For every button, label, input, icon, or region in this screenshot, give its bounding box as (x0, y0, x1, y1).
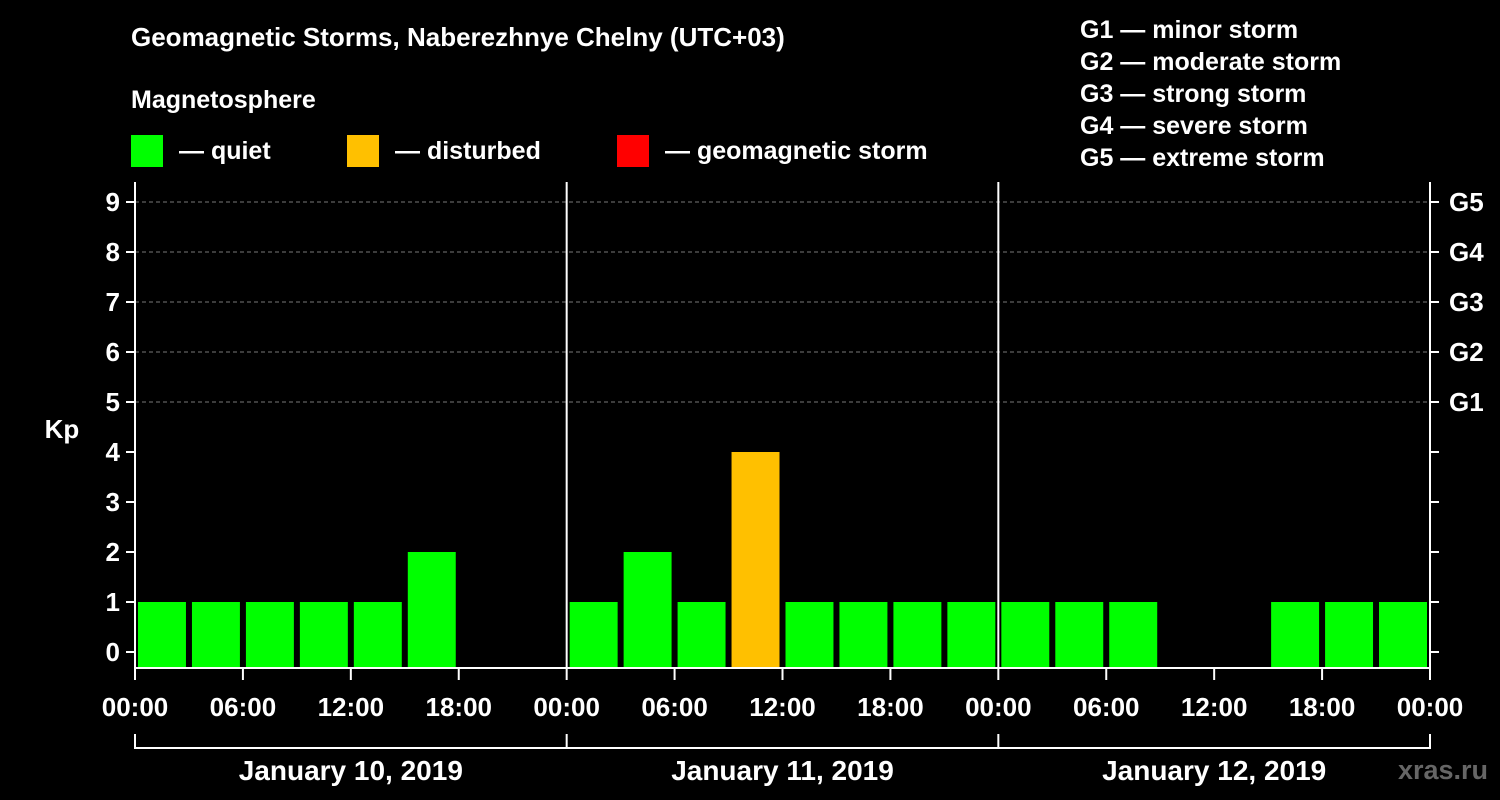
legend-disturbed-label: — disturbed (395, 136, 541, 165)
kp-bar (731, 452, 780, 668)
y-tick-label: 3 (106, 487, 120, 517)
x-tick-label: 12:00 (749, 692, 816, 722)
x-tick-label: 12:00 (1181, 692, 1248, 722)
kp-bar (407, 552, 456, 668)
g-level-label: G1 (1449, 387, 1484, 417)
x-tick-label: 18:00 (857, 692, 924, 722)
quiet-swatch-icon (131, 135, 163, 167)
kp-bar (1271, 602, 1320, 668)
legend-quiet-label: — quiet (179, 136, 271, 165)
kp-bar (1055, 602, 1104, 668)
x-tick-label: 00:00 (102, 692, 169, 722)
y-tick-label: 1 (106, 587, 120, 617)
storm-level-g4: G4 — severe storm (1080, 112, 1308, 140)
y-tick-label: 5 (106, 387, 120, 417)
g-level-label: G4 (1449, 237, 1484, 267)
g-level-label: G3 (1449, 287, 1484, 317)
kp-bar (677, 602, 726, 668)
y-tick-label: 0 (106, 637, 120, 667)
day-label: January 12, 2019 (1102, 755, 1326, 786)
legend-quiet: — quiet (131, 134, 271, 168)
x-tick-label: 12:00 (318, 692, 385, 722)
magnetosphere-subtitle: Magnetosphere (131, 86, 316, 114)
y-tick-label: 2 (106, 537, 120, 567)
x-tick-label: 18:00 (426, 692, 493, 722)
x-tick-label: 06:00 (1073, 692, 1140, 722)
x-tick-label: 00:00 (1397, 692, 1464, 722)
watermark: xras.ru (1397, 755, 1488, 785)
kp-bar (569, 602, 618, 668)
y-tick-label: 7 (106, 287, 120, 317)
x-tick-label: 06:00 (641, 692, 708, 722)
legend-disturbed: — disturbed (347, 134, 541, 168)
disturbed-swatch-icon (347, 135, 379, 167)
day-label: January 11, 2019 (671, 755, 894, 786)
kp-bar (1001, 602, 1050, 668)
y-tick-label: 9 (106, 187, 120, 217)
y-tick-label: 8 (106, 237, 120, 267)
kp-bar (785, 602, 834, 668)
y-tick-label: 4 (106, 437, 121, 467)
kp-bar (1325, 602, 1374, 668)
legend-storm-label: — geomagnetic storm (665, 136, 928, 165)
storm-level-legend: G1 — minor storm G2 — moderate storm G3 … (1080, 14, 1341, 174)
chart-title: Geomagnetic Storms, Naberezhnye Chelny (… (131, 22, 785, 52)
kp-bar (245, 602, 294, 668)
kp-bar (893, 602, 942, 668)
kp-bar (1379, 602, 1427, 668)
storm-swatch-icon (617, 135, 649, 167)
y-axis-label: Kp (45, 414, 80, 444)
y-tick-label: 6 (106, 337, 120, 367)
g-level-label: G2 (1449, 337, 1484, 367)
storm-level-g1: G1 — minor storm (1080, 16, 1299, 44)
g-level-label: G5 (1449, 187, 1484, 217)
x-tick-label: 00:00 (533, 692, 600, 722)
day-label: January 10, 2019 (239, 755, 463, 786)
storm-level-g2: G2 — moderate storm (1080, 48, 1342, 76)
legend-storm: — geomagnetic storm (617, 134, 928, 168)
kp-bar (299, 602, 348, 668)
kp-bar (947, 602, 996, 668)
x-tick-label: 18:00 (1289, 692, 1356, 722)
kp-bar (839, 602, 888, 668)
storm-level-g5: G5 — extreme storm (1080, 144, 1325, 172)
storm-level-g3: G3 — strong storm (1080, 80, 1307, 108)
kp-bar (191, 602, 240, 668)
x-tick-label: 00:00 (965, 692, 1032, 722)
kp-bar (353, 602, 402, 668)
kp-bar (623, 552, 672, 668)
kp-bar (138, 602, 186, 668)
x-tick-label: 06:00 (210, 692, 277, 722)
kp-bar (1109, 602, 1158, 668)
